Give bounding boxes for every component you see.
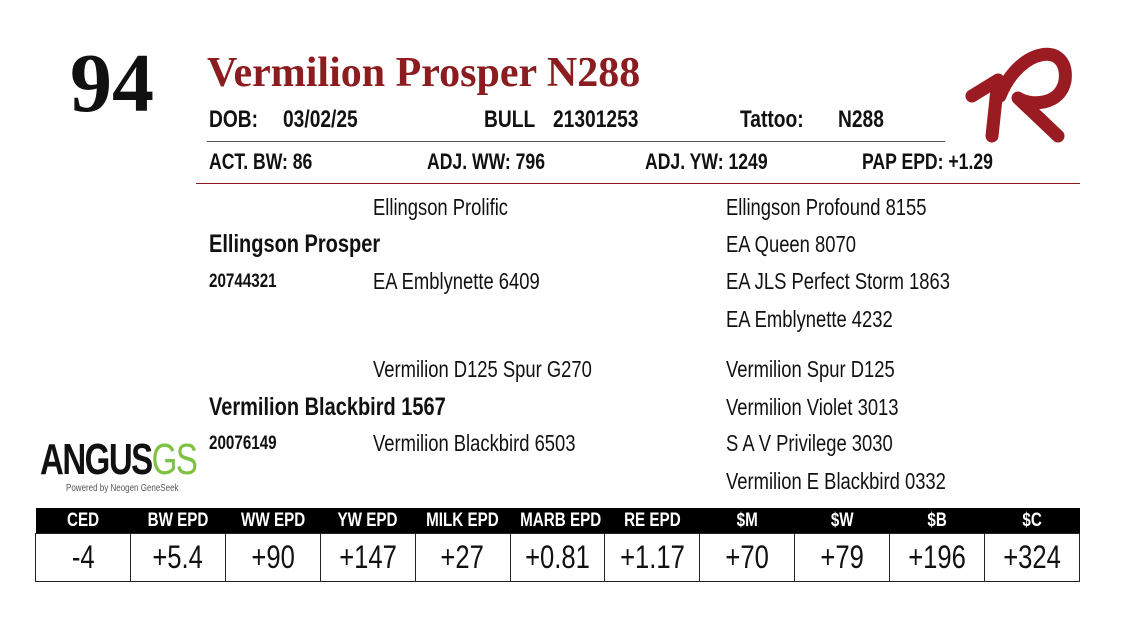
epd-header: YW EPD: [320, 508, 416, 534]
grandparent: Vermilion Spur D125: [726, 356, 895, 382]
epd-header: $W: [794, 508, 890, 534]
sire-sire: Ellingson Prolific: [373, 194, 508, 220]
dob: 03/02/25: [283, 106, 358, 133]
epd-header: BW EPD: [130, 508, 226, 534]
epd-value: +90: [224, 533, 321, 582]
epd-header-row: CED BW EPD WW EPD YW EPD MILK EPD MARB EPD RE …: [35, 508, 1080, 534]
epd-value: +70: [699, 533, 796, 582]
epd-header: MILK EPD: [415, 508, 511, 534]
dam-name: Vermilion Blackbird 1567: [209, 393, 446, 421]
epd-header: CED: [35, 508, 131, 534]
grandparent: Vermilion E Blackbird 0332: [726, 468, 946, 494]
epd-header-text: RE EPD: [624, 509, 681, 531]
grandparent: EA Queen 8070: [726, 231, 856, 257]
epd-value: +147: [319, 533, 416, 582]
epd-value: +0.81: [509, 533, 606, 582]
divider: [207, 141, 945, 142]
animal-name: Vermilion Prosper N288: [207, 50, 641, 96]
epd-table: CED BW EPD WW EPD YW EPD MILK EPD MARB EPD RE …: [35, 508, 1080, 582]
epd-value-text: +5.4: [152, 539, 204, 575]
stat: ADJ. WW: 796: [427, 149, 546, 174]
epd-value: -4: [35, 533, 131, 582]
sire-dam: EA Emblynette 6409: [373, 268, 540, 294]
epd-value: +1.17: [604, 533, 701, 582]
grandparent: EA Emblynette 4232: [726, 306, 893, 332]
epd-value-text: +1.17: [620, 539, 685, 575]
stat: ADJ. YW: 1249: [645, 149, 768, 174]
sire-registration: 20744321: [209, 271, 277, 292]
grandparent: Ellingson Profound 8155: [726, 194, 927, 220]
epd-value: +5.4: [129, 533, 226, 582]
tattoo-label: Tattoo:: [740, 106, 804, 133]
epd-header: WW EPD: [225, 508, 321, 534]
epd-value-text: +70: [725, 539, 770, 575]
epd-value-text: +27: [440, 539, 485, 575]
dam-sire: Vermilion D125 Spur G270: [373, 356, 592, 382]
epd-header-text: YW EPD: [337, 509, 398, 531]
epd-header-text: $W: [830, 509, 854, 531]
epd-header: RE EPD: [604, 508, 700, 534]
lot-number: 94: [70, 37, 154, 130]
dam-dam: Vermilion Blackbird 6503: [373, 430, 576, 456]
epd-header: $B: [889, 508, 985, 534]
grandparent: S A V Privilege 3030: [726, 430, 893, 456]
sire-name: Ellingson Prosper: [209, 230, 381, 258]
registration: 21301253: [553, 106, 639, 133]
epd-header-text: CED: [66, 509, 100, 531]
epd-value: +27: [414, 533, 511, 582]
stat: PAP EPD: +1.29: [862, 149, 993, 174]
epd-header-text: WW EPD: [240, 509, 305, 531]
epd-header-text: BW EPD: [147, 509, 209, 531]
tattoo: N288: [838, 106, 884, 133]
logo-mark: [965, 47, 1072, 143]
epd-value-text: +79: [820, 539, 864, 575]
epd-header-text: $M: [736, 509, 758, 531]
epd-header: MARB EPD: [510, 508, 605, 534]
epd-header-text: $C: [1022, 509, 1042, 531]
epd-value-text: +0.81: [525, 539, 590, 575]
epd-value: +196: [889, 533, 986, 582]
stat: ACT. BW: 86: [209, 149, 313, 174]
logo-tagline: Powered by Neogen GeneSeek: [66, 483, 179, 494]
vr-logo: [965, 47, 1072, 143]
grandparent: Vermilion Violet 3013: [726, 394, 899, 420]
epd-value-text: +90: [251, 539, 295, 575]
dam-registration: 20076149: [209, 433, 277, 454]
epd-header-text: MILK EPD: [426, 509, 499, 531]
epd-value-text: +147: [338, 539, 397, 575]
epd-header-text: $B: [927, 509, 947, 531]
sex: BULL: [484, 106, 536, 133]
dob-label: DOB:: [209, 106, 259, 133]
grandparent: EA JLS Perfect Storm 1863: [726, 268, 950, 294]
epd-value: +79: [794, 533, 891, 582]
logo-text: ANGUSGS: [40, 435, 198, 484]
epd-value-text: +324: [1003, 539, 1061, 575]
epd-value-text: -4: [71, 539, 95, 575]
logo-main: ANGUS: [40, 435, 153, 484]
epd-header: $M: [699, 508, 795, 534]
epd-value-text: +196: [908, 539, 966, 575]
epd-value-row: -4 +5.4 +90 +147 +27 +0.81 +1.17 +70 +79 +196 +324: [35, 533, 1080, 582]
logo-suffix: GS: [151, 435, 198, 484]
epd-header-text: MARB EPD: [520, 509, 602, 531]
epd-header: $C: [984, 508, 1080, 534]
epd-value: +324: [984, 533, 1080, 582]
divider: [196, 183, 1080, 184]
